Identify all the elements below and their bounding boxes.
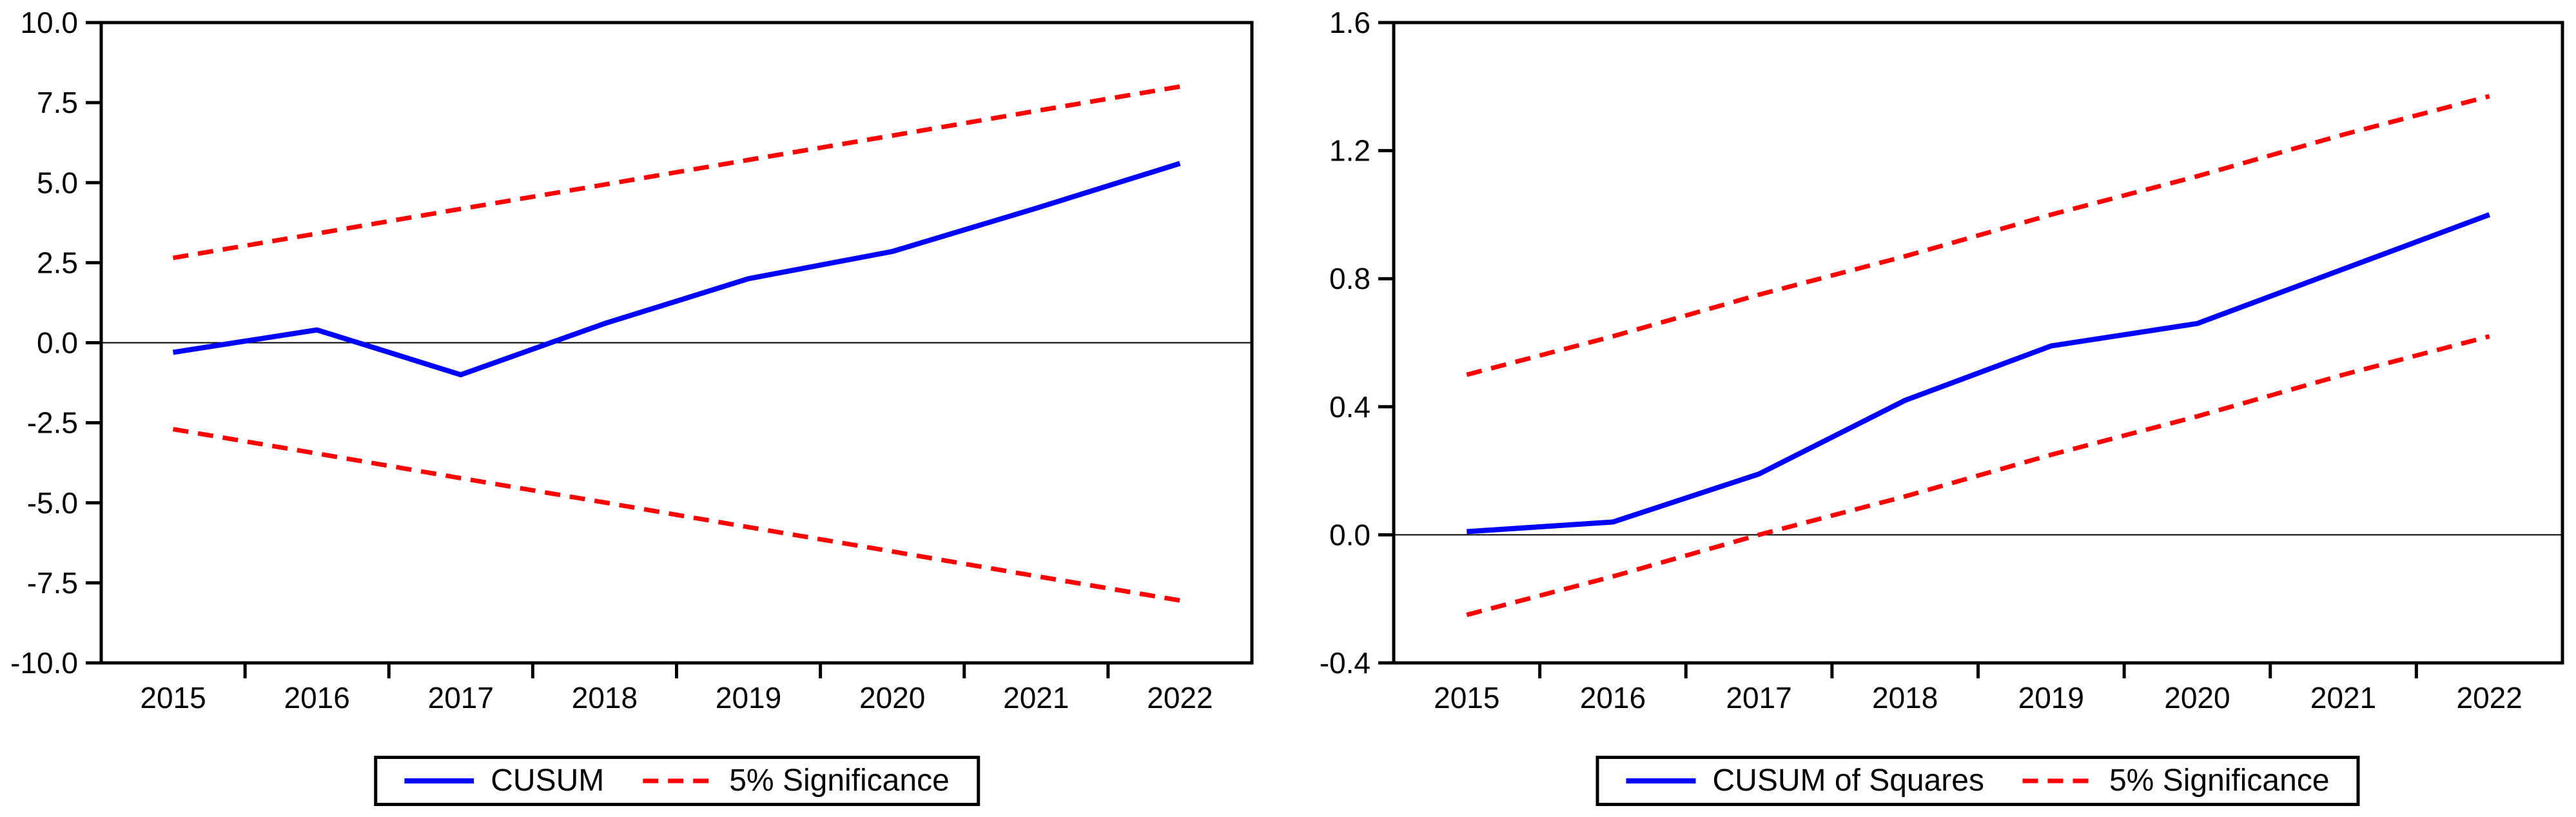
solid-line-sample-icon — [1626, 778, 1696, 783]
x-tick-label: 2015 — [1434, 681, 1499, 714]
y-tick-label: -5.0 — [27, 486, 78, 520]
x-tick-label: 2017 — [1726, 681, 1791, 714]
series-5-significance-upper- — [1466, 94, 2490, 377]
series-cusum — [172, 161, 1181, 378]
y-tick-label: 0.0 — [1329, 518, 1371, 551]
y-tick-label: 1.6 — [1329, 6, 1371, 39]
y-tick-label: 2.5 — [37, 246, 78, 279]
dashed-line-sample-icon — [2022, 778, 2093, 783]
series-5-significance-upper- — [172, 84, 1181, 261]
y-tick-label: 10.0 — [20, 6, 78, 39]
x-tick-label: 2019 — [2018, 681, 2084, 714]
x-tick-label: 2016 — [284, 681, 350, 714]
legend-entry: 5% Significance — [2022, 763, 2330, 798]
y-tick-label: 0.0 — [37, 326, 78, 360]
legend-label: 5% Significance — [2109, 763, 2330, 798]
legend-label: CUSUM of Squares — [1712, 763, 1984, 798]
x-tick-label: 2017 — [428, 681, 494, 714]
x-tick-label: 2021 — [2310, 681, 2376, 714]
x-tick-label: 2018 — [1872, 681, 1938, 714]
series-cusum-of-squares — [1467, 212, 2491, 535]
legend-entry: CUSUM — [404, 765, 604, 796]
y-tick-label: 0.4 — [1329, 390, 1371, 424]
solid-line-sample-icon — [404, 778, 474, 783]
y-tick-label: -10.0 — [10, 646, 78, 680]
y-tick-label: -2.5 — [27, 406, 78, 440]
legend-label: CUSUM — [491, 763, 605, 798]
legend-label: 5% Significance — [729, 763, 950, 798]
x-tick-label: 2022 — [1147, 681, 1213, 714]
cusum-of-squares-chart-legend: CUSUM of Squares 5% Significance — [1595, 756, 2360, 806]
legend-entry: 5% Significance — [643, 765, 950, 796]
y-tick-label: -7.5 — [27, 566, 78, 600]
series-5-significance-lower- — [1466, 334, 2490, 617]
x-tick-label: 2019 — [716, 681, 781, 714]
x-tick-label: 2020 — [859, 681, 925, 714]
y-tick-label: -0.4 — [1320, 646, 1371, 680]
y-tick-label: 5.0 — [37, 166, 78, 199]
x-tick-label: 2021 — [1003, 681, 1069, 714]
dashed-line-sample-icon — [643, 778, 713, 783]
plot-frame — [1392, 21, 2564, 665]
y-tick-label: 0.8 — [1329, 262, 1371, 295]
x-tick-label: 2018 — [572, 681, 638, 714]
x-tick-label: 2015 — [140, 681, 206, 714]
x-tick-label: 2016 — [1580, 681, 1646, 714]
y-tick-label: 1.2 — [1329, 134, 1371, 168]
x-tick-label: 2022 — [2457, 681, 2522, 714]
series-5-significance-lower- — [172, 427, 1181, 603]
cusum-chart-legend: CUSUM 5% Significance — [374, 756, 980, 806]
y-tick-label: 7.5 — [37, 86, 78, 119]
x-tick-label: 2020 — [2164, 681, 2230, 714]
legend-entry: CUSUM of Squares — [1626, 765, 1984, 796]
